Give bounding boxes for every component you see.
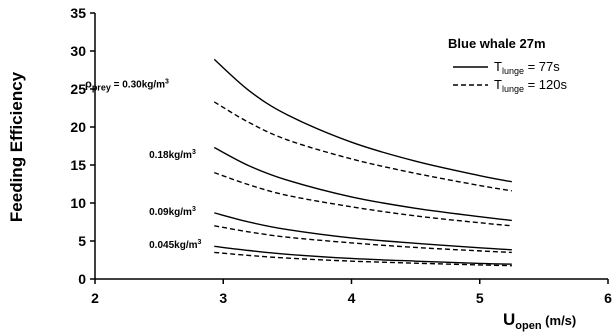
x-axis-title: Uopen (m/s)	[503, 310, 576, 332]
y-ticks: 0 5 10 15 20 25 30 35	[70, 5, 95, 287]
series-line-6-dashed	[214, 225, 512, 254]
series-line-1-solid	[213, 58, 512, 183]
y-tick-label: 25	[70, 81, 86, 97]
y-tick-label: 0	[78, 271, 86, 287]
density-label-1: ρprey = 0.30kg/m3	[85, 78, 169, 92]
y-tick-label: 35	[70, 5, 86, 21]
x-tick-label: 4	[348, 290, 356, 306]
series-line-4-dashed	[214, 171, 512, 227]
series-line-2-dashed	[213, 101, 512, 192]
y-axis-title: Feeding Efficiency	[7, 71, 26, 222]
x-tick-label: 2	[91, 290, 99, 306]
density-label-2: 0.18kg/m3	[149, 149, 196, 161]
legend-entry-1: Tlunge = 77s	[494, 59, 560, 76]
series-group	[213, 58, 512, 267]
x-axis-title-sub: open	[515, 320, 542, 332]
series-line-7-solid	[214, 245, 512, 265]
x-axis-title-unit: (m/s)	[542, 313, 577, 328]
series-line-3-solid	[213, 146, 512, 222]
y-tick-label: 5	[78, 233, 86, 249]
x-axis-title-main: U	[503, 310, 515, 329]
series-line-5-solid	[214, 212, 512, 251]
legend-title: Blue whale 27m	[448, 36, 546, 51]
density-label-4: 0.045kg/m3	[149, 239, 201, 251]
annotations: ρprey = 0.30kg/m3 0.18kg/m3 0.09kg/m3 0.045…	[85, 78, 202, 250]
x-tick-label: 3	[219, 290, 227, 306]
series-line-8-dashed	[214, 251, 512, 267]
density-label-3: 0.09kg/m3	[149, 206, 196, 218]
y-tick-label: 15	[70, 157, 86, 173]
legend-entry-2: Tlunge = 120s	[494, 77, 567, 94]
y-tick-label: 30	[70, 43, 86, 59]
y-tick-label: 20	[70, 119, 86, 135]
x-tick-label: 5	[476, 290, 484, 306]
x-ticks: 2 3 4 5 6	[91, 279, 612, 306]
x-tick-label: 6	[604, 290, 612, 306]
y-tick-label: 10	[70, 195, 86, 211]
